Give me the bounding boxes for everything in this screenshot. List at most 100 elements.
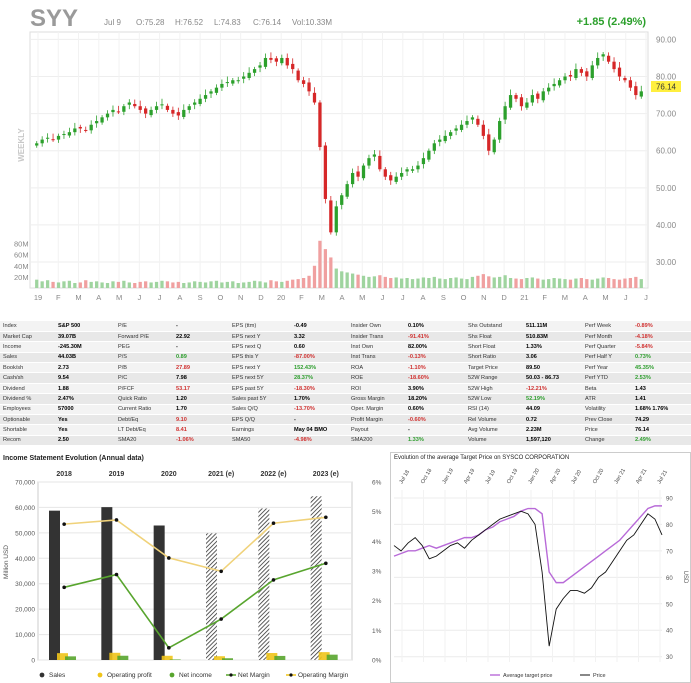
candle-body [579,69,583,73]
candle-body [116,111,121,113]
timeframe-label: WEEKLY [17,128,26,162]
stat-value: 28.37% [291,372,348,384]
y2-tick-label: 3% [372,569,382,576]
candle-body [312,92,317,103]
x-tick-label: M [116,293,122,302]
candle-body [476,118,480,125]
ticker-symbol: SYY [30,5,78,32]
stat-label: Shs Float [465,331,523,343]
candle-body [623,78,627,81]
x-tick-label: Jul 18 [399,469,412,485]
candle-body [361,165,366,179]
candle-body [269,57,273,60]
stat-label: SMA200 [348,435,405,447]
volume-bar [541,279,545,288]
stat-value: 0.10% [405,321,465,332]
stats-row: Dividend 1.88 P/FCF 53.17 EPS past 5Y -18.30%… [0,383,691,395]
candle-body [563,76,567,81]
margin-point [62,522,66,526]
category-label: 2023 (e) [313,471,339,478]
stat-label: ROA [348,362,405,374]
stat-label: PEG [115,341,173,353]
volume-bar [258,281,262,288]
stat-value: 57000 [55,404,115,416]
legend-label: Price [593,673,606,679]
volume-bar [100,282,104,288]
volume-bar [171,282,175,288]
volume-bar [274,281,278,288]
stat-label: Short Float [465,341,523,353]
stat-value: - [291,414,348,426]
volume-bar [470,276,475,288]
volume-bar [318,240,322,288]
x-tick-label: Jul 19 [485,469,498,485]
candle-body [285,57,289,66]
target-chart-title: Evolution of the average Target Price on… [394,455,570,461]
candle-body [449,132,453,136]
candle-body [214,87,219,93]
stat-label: Perf Week [582,321,632,332]
stat-label: Market Cap [0,331,55,343]
volume-bar [361,275,366,288]
stat-value: 3.32 [291,331,348,343]
volume-bar [242,282,246,288]
volume-bar [291,279,295,288]
candle-body [73,128,77,133]
x-tick-label: F [56,293,61,302]
net-income-bar [326,654,338,660]
candle-body [487,134,491,151]
candle-body [236,80,240,82]
stat-label: Change [582,435,632,447]
candle-body [45,137,50,139]
candle-body [154,106,159,110]
legend-label: Net income [179,672,212,679]
stat-value: 511.11M [523,321,582,332]
stat-value: 44.09 [523,404,582,416]
volume-bar [67,280,72,288]
candle-body [165,105,170,110]
candle-body [405,169,409,172]
stat-label: Book/sh [0,362,55,374]
y-tick-label: 80 [666,523,673,529]
y-tick-label: 10,000 [15,632,35,639]
volume-bar [383,276,387,288]
stat-label: Oper. Margin [348,404,405,416]
candle-body [459,124,464,130]
sales-bar [258,508,270,660]
x-tick-label: M [319,293,325,302]
candle-body [606,55,611,62]
stat-label: P/B [115,362,173,374]
stat-value: -91.41% [405,331,465,343]
x-tick-label: Jan 19 [442,468,455,485]
volume-bar [639,279,643,288]
volume-bar [579,278,583,288]
volume-tick-label: 60M [14,251,29,260]
volume-bar [617,279,622,288]
stats-row: Cash/sh 9.54 P/C 7.98 EPS next 5Y 28.37% ROE -1… [0,372,691,384]
stat-value: 39.07B [55,331,115,343]
stat-label: Prev Close [582,414,632,426]
candle-body [35,143,39,146]
net-margin-line [63,562,327,649]
volume-bar [465,279,469,288]
stat-value: 22.92 [173,331,229,343]
candle-body [525,102,529,108]
volume-bar [547,279,551,288]
stat-value: 7.98 [173,372,229,384]
volume-bar [187,282,191,288]
candle-body [601,54,605,57]
candle-body [111,109,115,113]
stat-value: 1.68% 1.76% [632,404,691,416]
candle-body [438,139,442,142]
candle-body [481,124,485,136]
stat-value: -1.06% [173,435,229,447]
y-tick-label: 70,000 [15,480,35,487]
volume-bar [449,278,453,288]
x-tick-label: M [75,293,81,302]
stat-value: 76.14 [632,424,691,436]
category-label: 2022 (e) [260,471,286,478]
candle-body [176,112,180,116]
stat-value: 82.00% [405,341,465,353]
candle-body [171,109,175,114]
stat-label: Dividend [0,383,55,395]
